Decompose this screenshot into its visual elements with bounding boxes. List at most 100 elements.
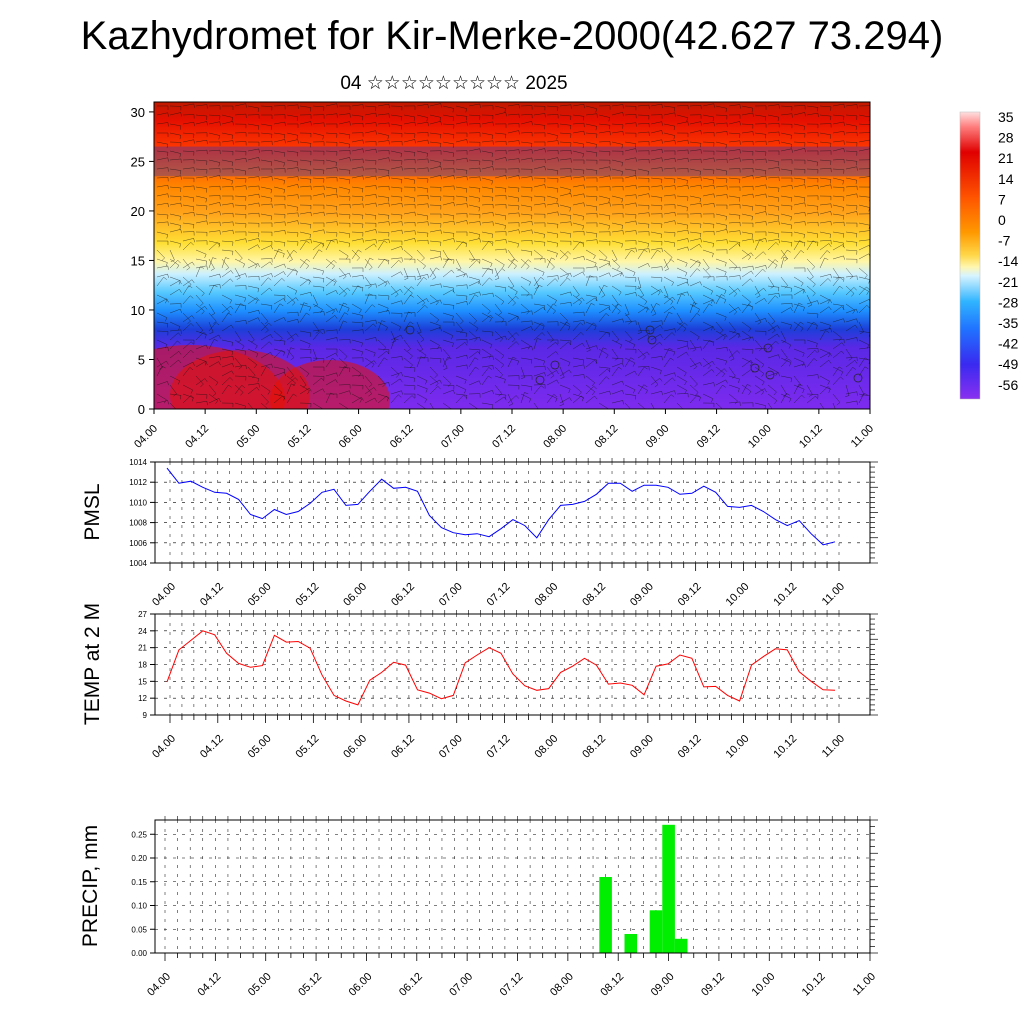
wind-barb-feather (239, 258, 243, 262)
wind-barb-feather (630, 357, 635, 360)
wind-barb (494, 357, 504, 365)
wind-barb (377, 321, 388, 328)
wind-barb (559, 104, 571, 107)
wind-barb (767, 204, 779, 207)
wind-barb (273, 349, 282, 359)
wind-barb (663, 112, 675, 116)
wind-barb-feather (672, 306, 676, 310)
wind-barb (585, 132, 597, 135)
wind-barb-feather (488, 267, 492, 271)
wind-barb (169, 112, 181, 116)
wind-barb (338, 320, 344, 332)
wind-barb (728, 213, 740, 216)
wind-barb-feather (466, 203, 468, 208)
wind-barb-feather (294, 377, 299, 381)
wind-barb (403, 121, 415, 125)
wind-barb-feather (359, 309, 362, 314)
wind-barb-feather (692, 304, 697, 307)
wind-barb-feather (828, 306, 832, 311)
wind-barb (819, 273, 831, 278)
wind-barb (273, 186, 285, 190)
wind-barb (468, 231, 480, 235)
wind-barb (637, 248, 649, 251)
wind-barb-feather (288, 259, 293, 262)
wind-barb-feather (504, 335, 507, 340)
wind-barb (468, 148, 480, 152)
wind-barb (754, 375, 765, 383)
wind-barb-feather (459, 330, 464, 334)
wind-barb (572, 297, 583, 305)
wind-barb (455, 220, 467, 224)
wind-barb-feather (343, 302, 348, 305)
wind-barb (195, 361, 206, 368)
wind-barb-feather (748, 328, 752, 332)
wind-barb (637, 329, 649, 332)
wind-barb (247, 285, 259, 289)
wind-barb (585, 231, 597, 234)
wind-barb (546, 202, 558, 206)
wind-barb (494, 303, 502, 313)
wind-barb (819, 360, 829, 368)
wind-barb-feather (725, 360, 727, 365)
wind-barb (416, 393, 427, 400)
wind-barb (416, 239, 428, 242)
wind-barb (234, 177, 246, 179)
wind-barb-feather (201, 292, 205, 297)
wind-barb (208, 322, 217, 332)
wind-barb-feather (369, 267, 373, 271)
wind-barb (702, 230, 714, 233)
wind-barb (650, 249, 658, 260)
wind-barb (819, 184, 831, 188)
wind-barb-feather (218, 361, 221, 366)
wind-barb (780, 393, 792, 399)
wind-barb-feather (803, 126, 806, 131)
wind-barb-feather (725, 108, 727, 113)
wind-barb-feather (555, 351, 559, 355)
wind-barb (247, 193, 259, 197)
wind-barb (676, 195, 688, 198)
wind-barb-feather (228, 384, 232, 388)
wind-barb-feather (557, 188, 559, 193)
wind-barb-feather (554, 278, 558, 282)
wind-barb (858, 299, 870, 305)
wind-barb-feather (362, 275, 364, 280)
wind-barb (598, 313, 607, 323)
wind-barb (416, 114, 428, 118)
wind-barb-feather (737, 243, 741, 247)
wind-barb (247, 402, 254, 409)
legend-label: 35 (998, 109, 1014, 125)
wind-barb (559, 231, 571, 235)
wind-barb (247, 309, 259, 314)
wind-barb (689, 141, 701, 144)
wind-barb-feather (843, 103, 845, 108)
wind-barb-feather (427, 104, 429, 109)
wind-barb (156, 141, 168, 145)
legend-label: -21 (998, 274, 1018, 290)
wind-barb-feather (319, 331, 324, 335)
wind-barb (195, 330, 207, 335)
wind-barb (624, 184, 636, 188)
wind-barb-feather (503, 396, 507, 401)
wind-barb-feather (778, 140, 780, 145)
xtick-label: 10.12 (800, 971, 828, 999)
wind-barb (390, 166, 402, 170)
wind-barb-feather (557, 170, 559, 175)
wind-barb-feather (748, 304, 753, 307)
wind-barb (156, 360, 167, 368)
wind-barb (429, 379, 440, 386)
wind-barb (429, 204, 441, 206)
wind-barb-feather (752, 112, 754, 117)
wind-barb (377, 140, 389, 143)
xtick-label: 08.00 (548, 971, 576, 999)
wind-barb-feather (544, 166, 546, 171)
wind-barb-feather (180, 112, 182, 117)
wind-barb-feather (518, 158, 520, 163)
wind-barb (364, 130, 376, 134)
wind-barb (169, 359, 179, 368)
wind-barb (819, 243, 830, 251)
wind-barb (806, 339, 818, 344)
wind-barb (832, 338, 844, 341)
wind-barb (832, 130, 844, 134)
wind-barb-feather (219, 211, 221, 216)
wind-barb-feather (684, 372, 687, 377)
